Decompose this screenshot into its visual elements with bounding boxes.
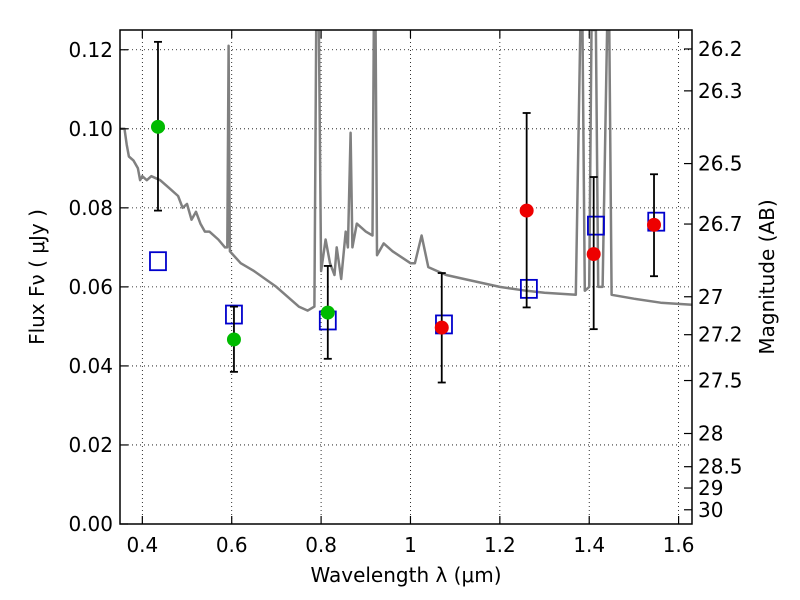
plot-frame — [119, 29, 693, 525]
x-tick-label: 0.4 — [126, 533, 158, 557]
y-axis-label: Flux Fν ( μJy ) — [25, 209, 49, 345]
x-axis-label: Wavelength λ (μm) — [310, 563, 501, 587]
green-detection-point — [320, 305, 335, 320]
x-tick-label: 1.6 — [663, 533, 695, 557]
red-detection-point — [519, 203, 534, 218]
magnitude-tick-label: 28 — [698, 421, 723, 445]
y-tick-label: 0.06 — [68, 275, 113, 299]
x-tick-label: 0.8 — [305, 533, 337, 557]
x-axis-ticks: 0.4 0.6 0.8 1 1.2 1.4 1.6 — [126, 30, 695, 557]
green-detection-point — [150, 119, 165, 134]
y-tick-label: 0.04 — [68, 354, 113, 378]
magnitude-tick-label: 26.3 — [698, 79, 743, 103]
magnitude-tick-label: 29 — [698, 476, 723, 500]
model-photometry-square — [519, 278, 538, 299]
green-detection-point — [226, 332, 241, 347]
y-tick-label: 0.12 — [68, 38, 113, 62]
magnitude-tick-label: 27.2 — [698, 323, 743, 347]
model-spectrum-layer — [120, 30, 692, 312]
magnitude-tick-label: 26.5 — [698, 152, 743, 176]
magnitude-axis-label: Magnitude (AB) — [755, 199, 779, 354]
y-axis-ticks: 0.00 0.02 0.04 0.06 0.08 0.10 0.12 — [68, 38, 128, 536]
data-layer — [120, 30, 692, 384]
red-detection-point — [434, 320, 449, 335]
y-tick-label: 0.00 — [68, 512, 113, 536]
detections-layer — [150, 119, 662, 347]
magnitude-tick-label: 28.5 — [698, 455, 743, 479]
red-detection-point — [647, 217, 662, 232]
magnitude-tick-label: 26.7 — [698, 212, 743, 236]
model-photometry-square — [149, 251, 167, 272]
magnitude-tick-label: 30 — [698, 498, 723, 522]
x-tick-label: 1.2 — [484, 533, 516, 557]
y-tick-label: 0.02 — [68, 433, 113, 457]
red-detection-point — [586, 247, 601, 262]
model-photometry-square — [587, 215, 605, 236]
y-tick-label: 0.08 — [68, 196, 113, 220]
x-tick-label: 1 — [404, 533, 417, 557]
magnitude-tick-label: 27 — [698, 285, 723, 309]
y-tick-label: 0.10 — [68, 117, 113, 141]
magnitude-tick-label: 27.5 — [698, 369, 743, 393]
x-tick-label: 0.6 — [216, 533, 248, 557]
x-tick-label: 1.4 — [573, 533, 605, 557]
model-spectrum-line — [120, 30, 692, 312]
magnitude-tick-label: 26.2 — [698, 37, 743, 61]
